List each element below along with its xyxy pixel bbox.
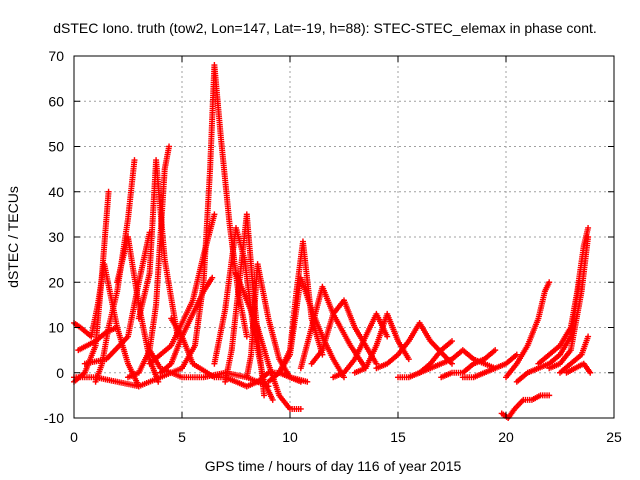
y-tick-label: 10 — [48, 320, 64, 336]
y-tick-label: 60 — [48, 93, 64, 109]
data-point-marker — [405, 356, 412, 363]
data-point-marker — [585, 234, 592, 240]
data-point-marker — [304, 378, 311, 385]
series-28 — [459, 351, 520, 381]
series-36 — [71, 365, 185, 390]
data-point-marker — [492, 347, 499, 354]
series-30 — [503, 279, 553, 381]
series-33 — [546, 234, 592, 372]
chart-title: dSTEC Iono. truth (tow2, Lon=147, Lat=-1… — [53, 20, 597, 36]
x-tick-label: 15 — [390, 429, 406, 445]
data-point-marker — [546, 279, 553, 286]
data-point-marker — [546, 392, 553, 399]
series-37 — [75, 324, 121, 354]
series-24 — [373, 319, 455, 372]
data-point-marker — [585, 224, 592, 231]
y-tick-label: 40 — [48, 184, 64, 200]
y-axis: -10 0 10 20 30 40 50 60 70 — [44, 48, 614, 426]
series-35 — [563, 360, 594, 376]
y-tick-label: 30 — [48, 229, 64, 245]
data-point-marker — [209, 274, 216, 281]
series-12 — [179, 62, 250, 372]
data-point-marker — [211, 211, 218, 218]
y-tick-label: 0 — [56, 365, 64, 381]
series-26 — [416, 347, 499, 376]
data-point-marker — [105, 188, 112, 195]
series-29 — [498, 392, 553, 421]
data-point-marker — [269, 396, 276, 403]
y-tick-label: 20 — [48, 274, 64, 290]
data-point-marker — [166, 143, 173, 150]
x-axis: 0 5 10 15 20 25 — [70, 56, 622, 445]
data-point-marker — [384, 333, 391, 340]
series-23 — [351, 310, 412, 376]
data-point-marker — [297, 405, 304, 412]
data-point-marker — [261, 392, 268, 399]
x-axis-label: GPS time / hours of day 116 of year 2015 — [205, 458, 462, 474]
data-point-marker — [243, 333, 250, 340]
series-27 — [438, 347, 499, 381]
y-tick-label: -10 — [44, 410, 64, 426]
data-point-marker — [179, 365, 185, 372]
data-point-marker — [587, 369, 594, 376]
x-tick-label: 0 — [70, 429, 78, 445]
x-tick-label: 20 — [498, 429, 514, 445]
x-tick-label: 5 — [178, 429, 186, 445]
y-tick-label: 50 — [48, 139, 64, 155]
series-8 — [146, 211, 218, 367]
series-34 — [557, 333, 592, 376]
data-points — [71, 62, 594, 421]
data-point-marker — [513, 351, 520, 358]
y-tick-label: 70 — [48, 48, 64, 64]
series-17 — [243, 261, 311, 385]
data-point-marker — [449, 338, 455, 345]
data-point-marker — [114, 324, 121, 331]
y-axis-label: dSTEC / TECUs — [5, 186, 21, 288]
data-point-marker — [131, 157, 138, 164]
x-tick-label: 25 — [606, 429, 622, 445]
data-point-marker — [585, 333, 592, 340]
x-tick-label: 10 — [282, 429, 298, 445]
